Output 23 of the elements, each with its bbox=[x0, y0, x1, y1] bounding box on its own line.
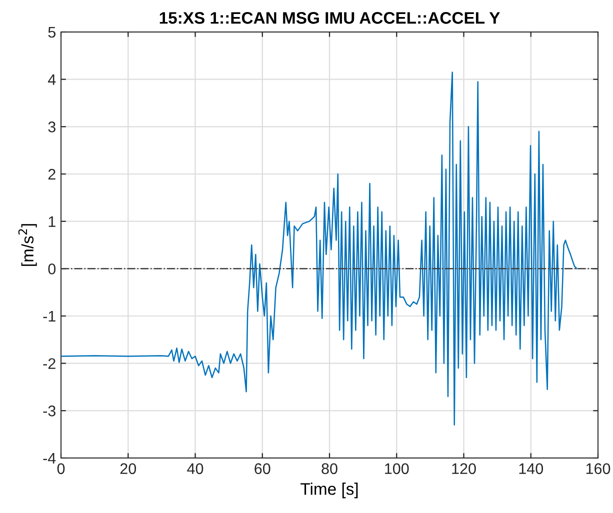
x-tick-label: 0 bbox=[57, 463, 65, 474]
y-tick-label: -4 bbox=[43, 453, 56, 464]
y-tick-label: 0 bbox=[48, 264, 56, 274]
y-axis-title: [m/s$^{2}$] bbox=[18, 224, 37, 266]
line-series bbox=[61, 72, 578, 426]
y-tick-label: 3 bbox=[48, 122, 56, 132]
x-tick-label: 60 bbox=[254, 463, 270, 474]
x-tick-label: 120 bbox=[452, 463, 476, 474]
x-tick-label: 80 bbox=[322, 463, 338, 474]
y-tick-label: 1 bbox=[48, 216, 56, 227]
y-tick-label: 5 bbox=[48, 27, 56, 38]
y-tick-label: -1 bbox=[43, 311, 56, 322]
x-tick-label: 140 bbox=[519, 463, 544, 474]
y-tick-label: 2 bbox=[48, 168, 56, 180]
x-tick-label: 100 bbox=[385, 463, 409, 474]
y-tick-label: -3 bbox=[43, 406, 56, 416]
x-axis-title: Time [s] bbox=[300, 482, 358, 498]
y-tick-label: 4 bbox=[48, 74, 56, 85]
chart-title: 15:XS 1::ECAN MSG IMU ACCEL::ACCEL Y bbox=[160, 12, 500, 24]
x-tick-label: 160 bbox=[586, 463, 610, 474]
x-tick-label: 20 bbox=[120, 463, 136, 474]
y-tick-label: -2 bbox=[43, 358, 56, 369]
x-tick-label: 40 bbox=[187, 463, 204, 474]
